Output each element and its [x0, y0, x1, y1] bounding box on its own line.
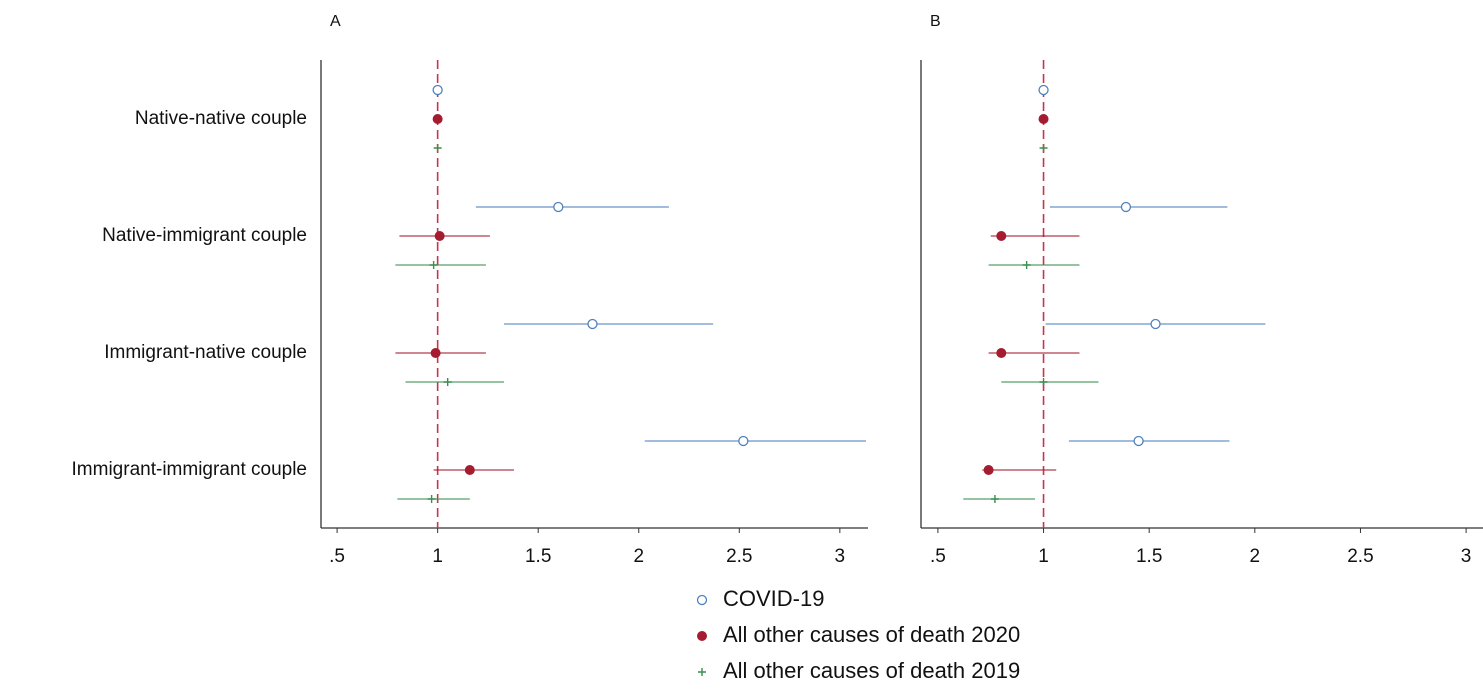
- y-tick-label: Immigrant-native couple: [104, 342, 307, 363]
- point: [697, 631, 707, 641]
- point: [698, 668, 706, 676]
- point: [996, 231, 1007, 241]
- point: [553, 201, 564, 213]
- point: [990, 495, 999, 503]
- point: [996, 348, 1007, 358]
- y-tick-label: Immigrant-immigrant couple: [72, 459, 307, 480]
- x-tick-label: 2.5: [726, 546, 752, 567]
- panel-label: B: [930, 13, 941, 30]
- x-tick-label: 2: [633, 546, 644, 567]
- panel-label: A: [330, 13, 341, 30]
- legend-label: All other causes of death 2020: [723, 622, 1020, 647]
- point: [432, 84, 443, 96]
- point: [696, 594, 708, 606]
- x-tick-label: 1: [1038, 546, 1049, 567]
- x-tick-label: 1: [432, 546, 443, 567]
- point: [432, 114, 443, 124]
- x-tick-label: .5: [329, 546, 345, 567]
- point: [1038, 114, 1049, 124]
- point: [427, 495, 436, 503]
- point: [464, 465, 475, 475]
- y-tick-label: Native-immigrant couple: [102, 225, 307, 246]
- point: [1133, 435, 1144, 447]
- x-tick-label: 2: [1250, 546, 1261, 567]
- point: [1120, 201, 1132, 213]
- legend-label: All other causes of death 2019: [723, 658, 1020, 683]
- x-tick-label: .5: [930, 546, 946, 567]
- point: [983, 465, 994, 475]
- x-tick-label: 1.5: [525, 546, 551, 567]
- point: [1038, 84, 1049, 96]
- point: [738, 435, 749, 447]
- point: [1039, 378, 1048, 386]
- legend-label: COVID-19: [723, 586, 824, 611]
- point: [443, 378, 452, 386]
- x-tick-label: 1.5: [1136, 546, 1162, 567]
- point: [434, 231, 445, 241]
- point: [1039, 144, 1048, 152]
- point: [1022, 261, 1031, 269]
- y-tick-label: Native-native couple: [135, 108, 307, 129]
- x-tick-label: 3: [1461, 546, 1472, 567]
- point: [433, 144, 442, 152]
- point: [1150, 318, 1161, 330]
- point: [430, 348, 441, 358]
- point: [587, 318, 598, 330]
- point: [429, 261, 438, 269]
- x-tick-label: 3: [835, 546, 846, 567]
- x-tick-label: 2.5: [1347, 546, 1373, 567]
